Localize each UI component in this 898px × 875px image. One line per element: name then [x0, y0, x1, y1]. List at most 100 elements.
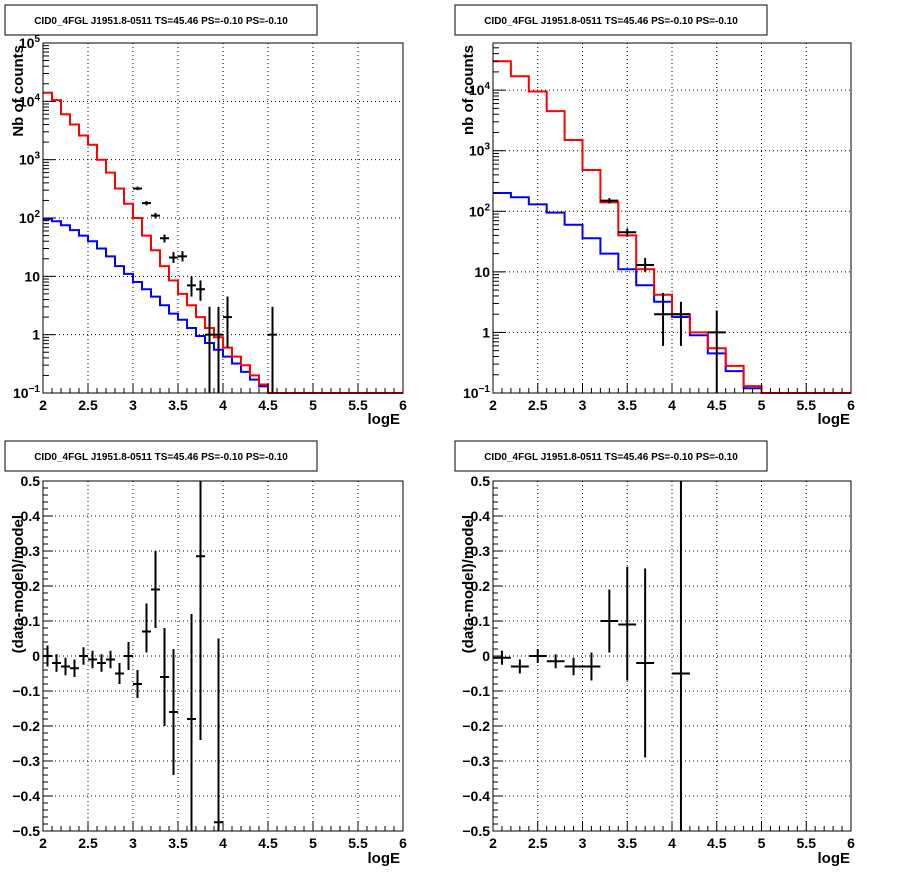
data-point [672, 301, 690, 346]
y-tick-label: 0.5 [21, 473, 41, 489]
data-points [133, 186, 277, 393]
x-axis-title: logE [368, 411, 401, 428]
data-point [142, 603, 151, 653]
data-point [636, 257, 655, 272]
y-tick-label: 0.2 [471, 578, 491, 594]
x-axis-ticks: 2 2.5 3 3.5 4 4.5 5 5.5 6 [489, 383, 855, 413]
y-tick-label: 104 [19, 92, 41, 109]
x-tick-label: 4.5 [707, 835, 727, 851]
chart-title: CID0_4FGL J1951.8-0511 TS=45.46 PS=-0.10… [484, 452, 738, 463]
y-axis-title: (data-model)/model [460, 515, 477, 653]
data-point [142, 201, 151, 206]
chart-panel-2: 2 2.5 3 3.5 4 4.5 5 5.5 6 10−1 1 10 102 103 104 logE nb … [454, 4, 855, 428]
y-tick-label: 0.2 [21, 578, 41, 594]
y-tick-label: 0.4 [21, 508, 41, 524]
x-tick-label: 5 [758, 835, 766, 851]
data-point [52, 654, 61, 672]
y-tick-label: 104 [469, 81, 491, 98]
x-tick-label: 4.5 [707, 397, 727, 413]
x-tick-label: 4 [219, 835, 227, 851]
x-tick-label: 4 [668, 835, 676, 851]
x-tick-label: 4 [219, 397, 227, 413]
data-point [600, 198, 619, 204]
y-tick-label: 0.3 [21, 543, 41, 559]
x-tick-label: 5.5 [348, 397, 368, 413]
x-tick-label: 3.5 [168, 835, 188, 851]
data-point [61, 657, 70, 676]
title-box-frame [4, 440, 318, 472]
y-tick-label: −0.4 [462, 788, 490, 804]
x-tick-label: 5.5 [348, 835, 368, 851]
x-tick-label: 3 [129, 835, 137, 851]
y-tick-label: −0.3 [12, 753, 40, 769]
y-tick-label: 10−1 [13, 384, 40, 401]
x-tick-label: 2 [489, 835, 497, 851]
y-tick-label: 0.4 [471, 508, 491, 524]
x-tick-label: 2.5 [528, 397, 548, 413]
data-points [43, 481, 223, 831]
x-axis-title: logE [368, 850, 401, 867]
x-axis-ticks: 2 2.5 3 3.5 4 4.5 5 5.5 6 [489, 821, 855, 851]
data-point [187, 276, 196, 297]
data-point [600, 589, 619, 653]
data-point [79, 647, 88, 665]
y-tick-label: 103 [19, 151, 41, 168]
title-box-frame [454, 4, 768, 36]
x-axis-title: logE [818, 411, 851, 428]
x-tick-label: 2 [489, 397, 497, 413]
data-point [151, 551, 160, 628]
x-tick-label: 5 [758, 397, 766, 413]
chart-title-box: CID0_4FGL J1951.8-0511 TS=45.46 PS=-0.10… [4, 440, 318, 472]
data-point [169, 649, 178, 775]
x-tick-label: 5.5 [797, 835, 817, 851]
data-point [70, 659, 79, 677]
x-tick-label: 2 [39, 835, 47, 851]
x-tick-label: 5 [309, 835, 317, 851]
x-tick-label: 5.5 [797, 397, 817, 413]
data-point [205, 306, 214, 393]
y-tick-label: −0.1 [462, 683, 490, 699]
chart-panel-1: 2 2.5 3 3.5 4 4.5 5 5.5 6 10−1 1 10 102 103 104 105 logE… [4, 4, 407, 428]
data-point [160, 628, 169, 726]
x-tick-label: 3.5 [168, 397, 188, 413]
data-point [133, 186, 142, 191]
data-point [618, 228, 637, 237]
data-point [707, 310, 726, 393]
y-tick-label: −0.5 [12, 823, 40, 839]
x-tick-label: 4.5 [258, 397, 278, 413]
y-tick-label: 1 [32, 327, 40, 343]
y-tick-label: 105 [19, 34, 41, 51]
y-tick-label: 102 [469, 202, 491, 219]
y-axis-title: nb of counts [460, 45, 477, 135]
data-point [178, 251, 187, 262]
data-point [528, 649, 547, 663]
grid-lines [43, 481, 403, 831]
y-axis-ticks: 10−1 1 10 102 103 104 105 [13, 34, 55, 401]
chart-title-box: CID0_4FGL J1951.8-0511 TS=45.46 PS=-0.10… [454, 440, 768, 472]
y-tick-label: 103 [469, 142, 491, 159]
y-tick-label: 0.1 [21, 613, 41, 629]
y-tick-label: 10 [24, 268, 40, 284]
data-point [510, 659, 529, 674]
x-tick-label: 6 [847, 835, 855, 851]
y-tick-label: −0.1 [12, 683, 40, 699]
data-point [160, 234, 169, 243]
x-tick-label: 4.5 [258, 835, 278, 851]
y-axis-title: Nb of counts [10, 45, 27, 137]
data-points [493, 481, 690, 831]
x-tick-label: 3.5 [618, 397, 638, 413]
data-point [268, 306, 277, 393]
data-point [151, 212, 160, 219]
chart-title-box: CID0_4FGL J1951.8-0511 TS=45.46 PS=-0.10… [4, 4, 318, 36]
chart-title-box: CID0_4FGL J1951.8-0511 TS=45.46 PS=-0.10… [454, 4, 768, 36]
x-tick-label: 2.5 [528, 835, 548, 851]
x-tick-label: 6 [399, 835, 407, 851]
x-tick-label: 2 [39, 397, 47, 413]
y-tick-label: 0.3 [471, 543, 491, 559]
title-box-frame [4, 4, 318, 36]
x-tick-label: 4 [668, 397, 676, 413]
y-axis-ticks: −0.5 −0.4 −0.3 −0.2 −0.1 0 0.1 0.2 0.3 0.4 0.5 [462, 473, 503, 839]
y-tick-label: 0.5 [471, 473, 491, 489]
y-tick-label: −0.2 [462, 718, 490, 734]
